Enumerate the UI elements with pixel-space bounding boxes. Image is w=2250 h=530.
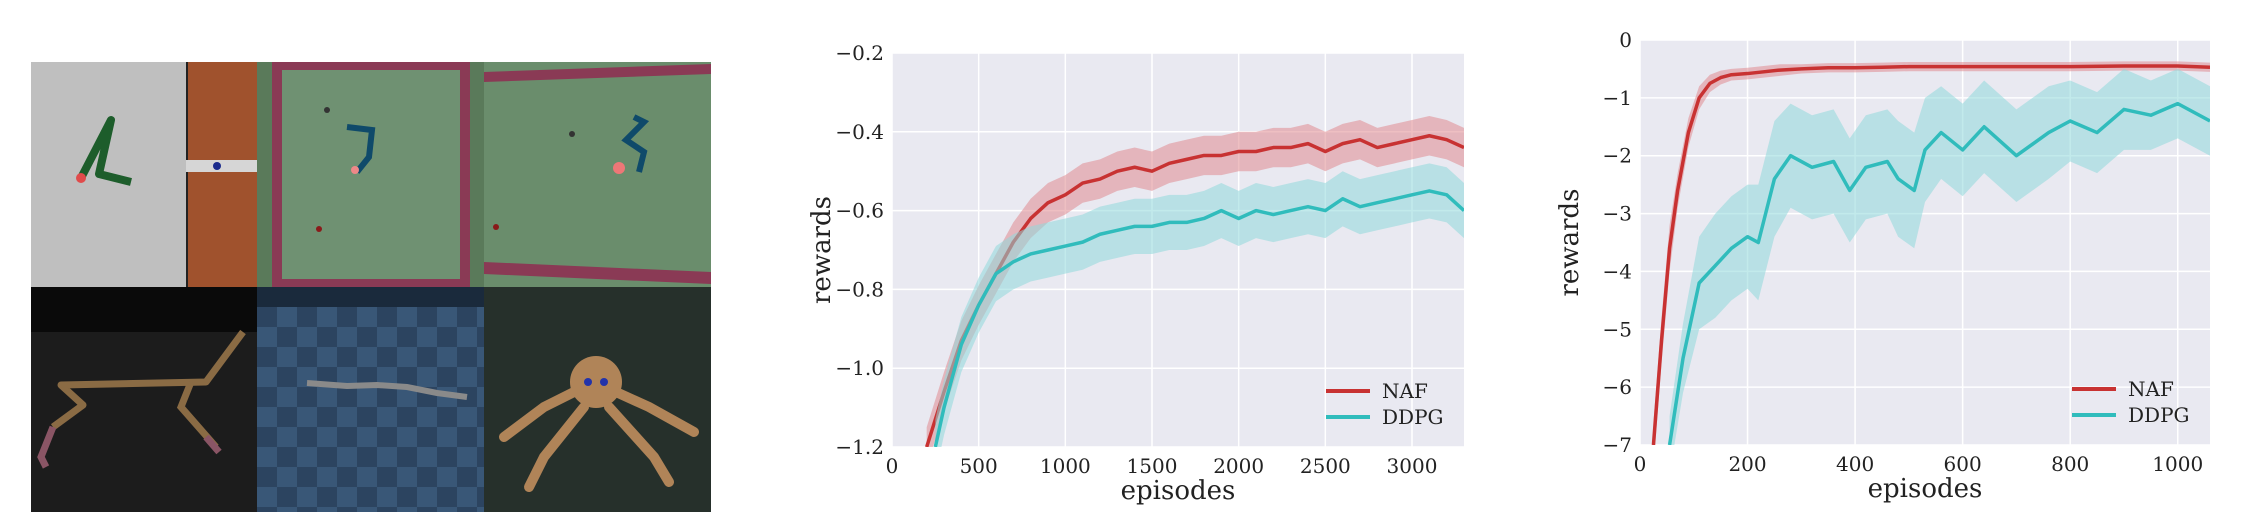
x-tick-label: 1500 xyxy=(1127,454,1178,478)
series-line-ddpg xyxy=(1667,101,2210,445)
y-tick-label: −2 xyxy=(1603,144,1632,168)
x-axis-label: episodes xyxy=(1868,474,1983,504)
legend-label-naf: NAF xyxy=(2128,377,2174,401)
swimmer-image xyxy=(257,287,485,512)
x-tick-label: 200 xyxy=(1728,452,1766,476)
reacher-scene xyxy=(31,62,258,287)
y-tick-label: −3 xyxy=(1603,202,1632,226)
gripper-scene xyxy=(257,62,485,287)
legend-label-naf: NAF xyxy=(1382,379,1428,403)
series-group xyxy=(924,116,1464,447)
y-tick-label: −1.0 xyxy=(835,356,884,380)
x-tick-label: 1000 xyxy=(1040,454,1091,478)
y-axis-label: rewards xyxy=(807,196,837,304)
x-tick-label: 0 xyxy=(886,454,899,478)
y-tick-label: −4 xyxy=(1603,259,1632,283)
y-tick-label: −5 xyxy=(1603,317,1632,341)
cheetah-image xyxy=(31,287,258,512)
y-tick-label: −0.6 xyxy=(835,199,884,223)
x-tick-label: 2000 xyxy=(1213,454,1264,478)
gripper-block-image xyxy=(484,62,711,287)
swimmer-scene xyxy=(257,287,485,512)
y-tick-label: −0.2 xyxy=(835,41,884,65)
series-line-naf xyxy=(1651,64,2210,445)
x-tick-label: 500 xyxy=(960,454,998,478)
y-tick-label: −6 xyxy=(1603,375,1632,399)
reacher-image xyxy=(31,62,258,287)
chart-naf-ddpg-1: 0 500 1000 1500 2000 2500 3000 −0.2 −0.4 −0.6 −0.8… xyxy=(807,41,1464,506)
x-tick-label: 2500 xyxy=(1300,454,1351,478)
y-tick-label: −1.2 xyxy=(835,435,884,459)
ant-image xyxy=(484,287,711,512)
x-tick-label: 800 xyxy=(2051,452,2089,476)
x-tick-label: 0 xyxy=(1634,452,1647,476)
y-tick-label: 0 xyxy=(1619,28,1632,52)
cheetah-scene xyxy=(31,287,258,512)
x-tick-label: 400 xyxy=(1836,452,1874,476)
y-tick-label: −0.4 xyxy=(835,120,884,144)
series-band-naf xyxy=(926,116,1464,447)
legend-label-ddpg: DDPG xyxy=(2128,403,2190,427)
y-tick-label: −1 xyxy=(1603,86,1632,110)
x-tick-label: 3000 xyxy=(1387,454,1438,478)
y-tick-label: −7 xyxy=(1603,433,1632,457)
series-line-ddpg xyxy=(933,189,1464,447)
legend-label-ddpg: DDPG xyxy=(1382,405,1444,429)
chart-naf-ddpg-2: 0 200 400 600 800 1000 0 −1 −2 −3 −4 −5 −6 −7 episodes… xyxy=(1555,28,2210,504)
gripper-image xyxy=(257,62,485,287)
x-tick-label: 1000 xyxy=(2152,452,2203,476)
ant-scene xyxy=(484,287,711,512)
x-tick-label: 600 xyxy=(1944,452,1982,476)
gripper-block-scene xyxy=(484,62,711,287)
x-axis-label: episodes xyxy=(1121,476,1236,506)
y-axis-label: rewards xyxy=(1555,189,1585,297)
environment-thumbnails xyxy=(31,62,711,512)
y-tick-label: −0.8 xyxy=(835,277,884,301)
series-group xyxy=(1651,61,2210,445)
series-band-ddpg xyxy=(935,163,1464,447)
